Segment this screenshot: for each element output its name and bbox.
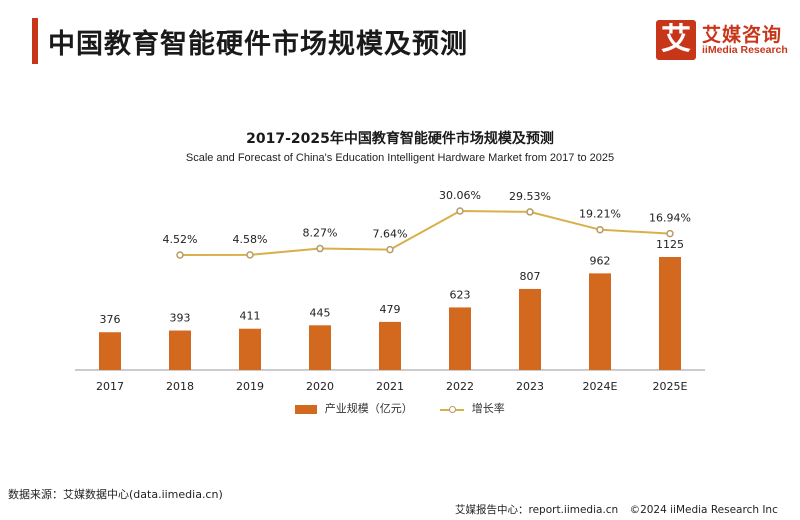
data-source: 数据来源：艾媒数据中心(data.iimedia.cn) [8, 488, 223, 501]
legend-label-line: 增长率 [471, 402, 505, 415]
growth-point-2022 [456, 207, 464, 215]
bar-label-2025E: 1125 [656, 238, 684, 251]
logo-icon: 艾 [656, 20, 696, 60]
growth-label-2019: 4.58% [233, 233, 268, 246]
bar-2024E [589, 273, 611, 370]
bar-2017 [99, 332, 121, 370]
growth-label-2024E: 19.21% [579, 208, 621, 221]
x-tick-2025E: 2025E [653, 380, 688, 393]
legend-label-bar: 产业规模（亿元） [324, 402, 413, 415]
chart-title: 2017-2025年中国教育智能硬件市场规模及预测 [246, 131, 554, 147]
growth-label-2021: 7.64% [373, 228, 408, 241]
growth-label-2020: 8.27% [303, 227, 338, 240]
x-tick-2018: 2018 [166, 380, 194, 393]
title-accent-bar [32, 18, 38, 64]
legend-item-bar: 产业规模（亿元） [295, 400, 413, 416]
growth-point-2024E [596, 225, 604, 234]
bar-label-2018: 393 [170, 312, 191, 325]
x-tick-2020: 2020 [306, 380, 334, 393]
chart-subtitle: Scale and Forecast of China's Education … [185, 152, 615, 164]
bar-2020 [309, 325, 331, 370]
bar-label-2021: 479 [380, 303, 401, 316]
bar-2025E [659, 257, 681, 370]
x-tick-2019: 2019 [236, 380, 264, 393]
x-tick-2021: 2021 [376, 380, 404, 393]
bar-label-2024E: 962 [590, 254, 611, 267]
bar-2018 [169, 330, 191, 370]
growth-point-2023 [526, 208, 534, 216]
bar-2022 [449, 307, 471, 370]
x-tick-2022: 2022 [446, 380, 474, 393]
chart-canvas: 376 2017 393 2018 411 2019 445 2020 479 2021 623 20… [75, 189, 705, 393]
footer-report-link[interactable]: 艾媒报告中心：report.iimedia.cn [455, 504, 619, 516]
growth-label-2023: 29.53% [509, 190, 551, 203]
x-tick-2023: 2023 [516, 380, 544, 393]
x-tick-2017: 2017 [96, 380, 124, 393]
bar-2021 [379, 321, 401, 370]
growth-label-2018: 4.52% [163, 233, 198, 246]
legend-swatch-bar [295, 404, 318, 414]
bar-label-2023: 807 [520, 270, 541, 283]
growth-point-2020 [316, 244, 324, 253]
legend-swatch-line [440, 405, 465, 414]
page-title: 中国教育智能硬件市场规模及预测 [48, 29, 468, 60]
chart-legend: 产业规模（亿元） 增长率 [0, 400, 800, 416]
logo-name-cn: 艾媒咨询 [702, 24, 783, 46]
x-tick-2024E: 2024E [583, 380, 618, 393]
growth-point-2025E [666, 229, 674, 238]
brand-logo: 艾 艾媒咨询 iiMedia Research [656, 20, 796, 68]
bar-2019 [239, 328, 261, 370]
growth-label-2022: 30.06% [439, 189, 481, 202]
bar-label-2020: 445 [310, 306, 331, 319]
growth-point-2019 [246, 251, 254, 259]
growth-point-2021 [386, 245, 394, 254]
bar-2023 [519, 288, 541, 370]
footer-copyright: ©2024 iiMedia Research Inc [629, 504, 778, 516]
growth-point-2018 [176, 251, 184, 259]
bar-label-2017: 376 [100, 313, 121, 326]
logo-name-en: iiMedia Research [702, 44, 788, 56]
growth-rate-line [179, 209, 671, 256]
growth-label-2025E: 16.94% [649, 212, 691, 225]
footer: 艾媒报告中心：report.iimedia.cn ©2024 iiMedia R… [455, 502, 786, 517]
bar-label-2022: 623 [450, 288, 471, 301]
bar-label-2019: 411 [240, 310, 261, 323]
legend-item-line: 增长率 [440, 400, 505, 416]
